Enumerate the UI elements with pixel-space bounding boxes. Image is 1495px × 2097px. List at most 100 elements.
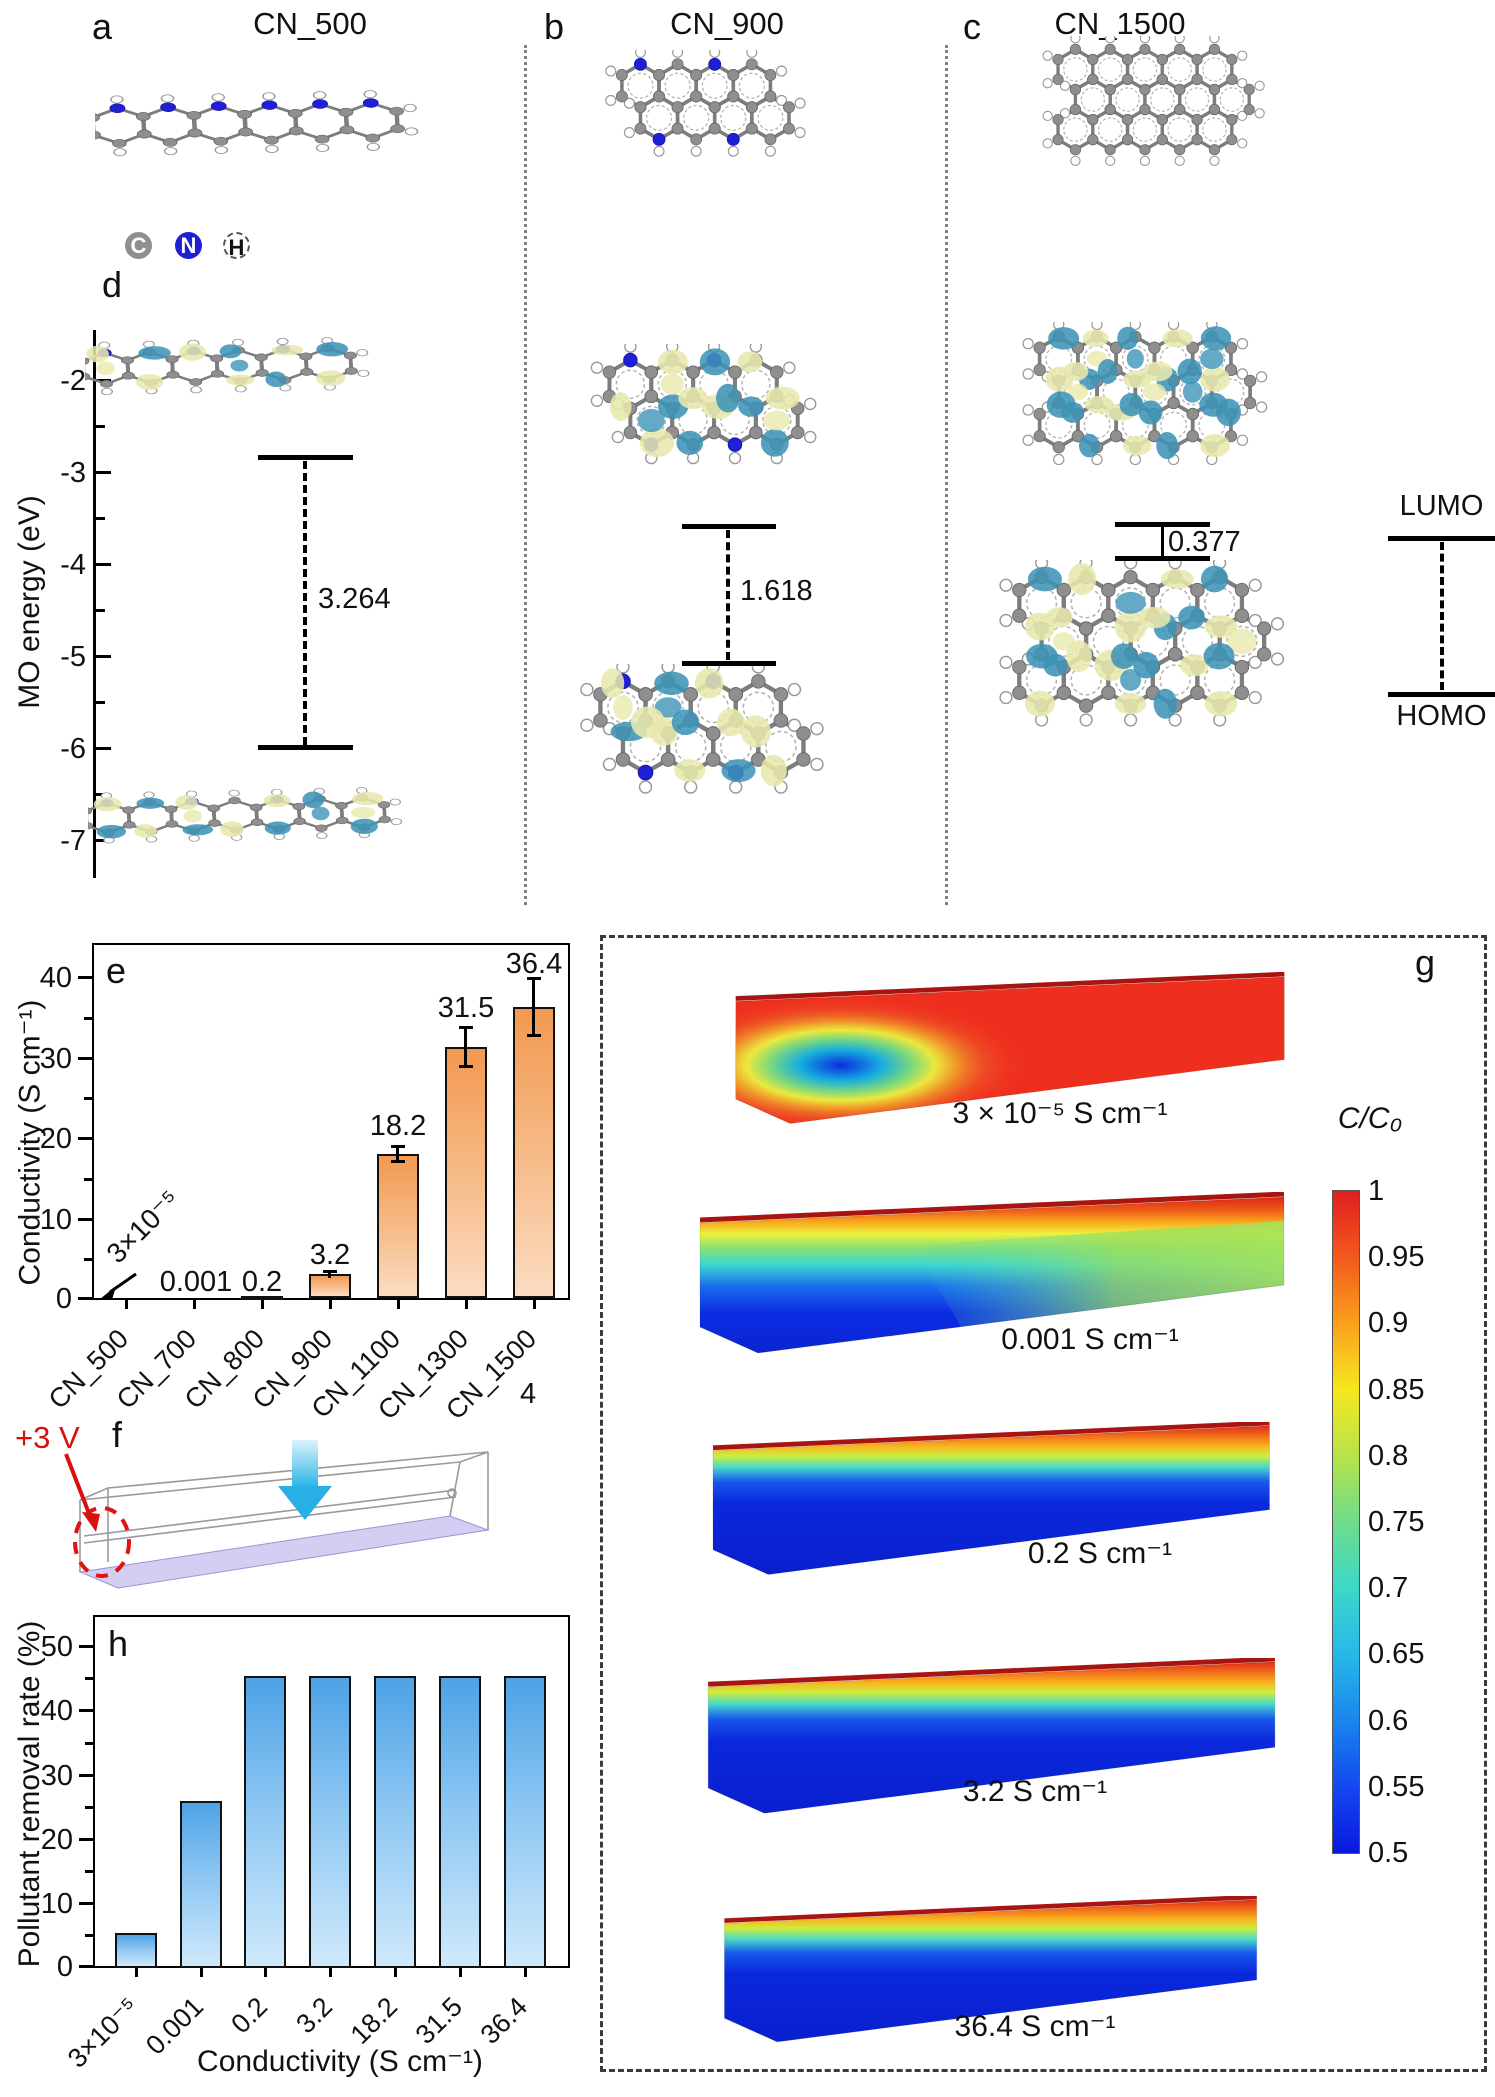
voltage-arrowhead-icon xyxy=(82,1512,100,1532)
mo-tick xyxy=(96,655,111,658)
cn1500-homo-level xyxy=(1115,556,1210,561)
e-value-cn700: 0.001 xyxy=(159,1266,233,1298)
e-xtick-mark xyxy=(261,1300,264,1309)
cn500-homo-level xyxy=(258,745,353,750)
mo-tick xyxy=(96,747,111,750)
e-xtick-mark xyxy=(397,1300,400,1309)
e-value-cn900: 3.2 xyxy=(309,1239,351,1271)
h-xtick-mark xyxy=(524,1968,527,1977)
e-xtick-mark xyxy=(329,1300,332,1309)
orbital-cn1500-homo xyxy=(999,560,1285,727)
panel-h-label: h xyxy=(108,1623,129,1664)
colorbar-tick: 0.55 xyxy=(1368,1771,1425,1803)
cn900-gap-connector xyxy=(726,530,730,660)
colorbar-tick: 0.7 xyxy=(1368,1572,1409,1604)
e-bar-cn1100 xyxy=(377,1154,419,1298)
contour-plot-2 xyxy=(699,1192,1285,1354)
cn900-lumo-level xyxy=(682,524,776,529)
e-errorbar xyxy=(328,1271,331,1278)
panel-b-title: CN_900 xyxy=(670,6,784,41)
e-xtick-mark xyxy=(125,1300,128,1309)
h-xtick-mark xyxy=(394,1968,397,1977)
e-ytick-mark xyxy=(78,1297,92,1300)
h-minor-tick xyxy=(85,1677,93,1680)
cn500-lumo-level xyxy=(258,455,353,460)
colorbar-tick: 0.65 xyxy=(1368,1638,1425,1670)
e-minor-tick xyxy=(84,1097,92,1100)
legend-hydrogen-icon: H xyxy=(223,232,250,260)
h-ytick-mark xyxy=(79,1709,93,1712)
chart-e-frame xyxy=(92,943,570,1300)
colorbar xyxy=(1332,1190,1360,1854)
e-errorbar-cap xyxy=(459,1065,473,1068)
cn1500-gap-value: 0.377 xyxy=(1168,526,1241,558)
legend-carbon-icon: C xyxy=(125,232,152,259)
e-ytick: 40 xyxy=(39,962,72,994)
e-errorbar-cap xyxy=(459,1026,473,1029)
e-errorbar xyxy=(464,1028,467,1067)
e-minor-tick xyxy=(84,1178,92,1181)
h-bar-1 xyxy=(115,1933,157,1968)
h-ytick-mark xyxy=(79,1838,93,1841)
h-bar-5 xyxy=(374,1676,416,1968)
e-minor-tick xyxy=(84,1258,92,1261)
device-schematic xyxy=(64,1440,490,1589)
colorbar-title: C/C₀ xyxy=(1337,1102,1403,1135)
e-errorbar-cap xyxy=(527,977,541,980)
contour-label-2: 0.001 S cm⁻¹ xyxy=(1001,1323,1179,1356)
e-errorbar-cap xyxy=(391,1145,405,1148)
e-ytick: 0 xyxy=(55,1283,72,1315)
h-ytick: 50 xyxy=(40,1631,73,1663)
e-errorbar-cap xyxy=(527,1034,541,1037)
contour-plot-3 xyxy=(712,1422,1270,1575)
h-bar-4 xyxy=(309,1676,351,1968)
orbital-cn500-lumo xyxy=(85,336,370,396)
homo-level xyxy=(1388,692,1495,697)
electrode-highlight-icon xyxy=(73,1506,131,1578)
e-errorbar xyxy=(396,1147,399,1162)
mo-energy-axis xyxy=(93,330,96,878)
orbital-cn500-homo xyxy=(88,787,403,844)
colorbar-tick: 1 xyxy=(1368,1175,1385,1207)
flow-arrow-head-icon xyxy=(278,1486,332,1520)
e-bar-cn800 xyxy=(241,1296,283,1300)
e-errorbar xyxy=(532,979,535,1036)
panel-f-label: f xyxy=(112,1414,123,1455)
h-xtick-mark xyxy=(200,1968,203,1977)
orbital-cn1500-lumo xyxy=(1022,322,1268,466)
h-bar-2 xyxy=(180,1801,222,1968)
separator-bc xyxy=(945,45,948,905)
mo-tick xyxy=(96,471,111,474)
separator-ab xyxy=(524,45,527,905)
colorbar-tick: 0.85 xyxy=(1368,1374,1425,1406)
cn500-gap-value: 3.264 xyxy=(318,583,391,615)
h-minor-tick xyxy=(85,1806,93,1809)
h-xtick-mark xyxy=(329,1968,332,1977)
h-minor-tick xyxy=(85,1870,93,1873)
h-ytick-mark xyxy=(79,1965,93,1968)
contour-plot-5 xyxy=(723,1896,1258,2043)
homo-label: HOMO xyxy=(1396,700,1487,732)
panel-d-label: d xyxy=(102,264,123,305)
e-ytick: 10 xyxy=(39,1204,72,1236)
h-bar-6 xyxy=(439,1676,481,1968)
orbital-cn900-lumo xyxy=(590,344,817,465)
panel-a-label: a xyxy=(92,6,113,47)
e-xtick-mark xyxy=(533,1300,536,1309)
contour-label-4: 3.2 S cm⁻¹ xyxy=(962,1775,1108,1808)
colorbar-tick: 0.8 xyxy=(1368,1440,1409,1472)
e-ytick-mark xyxy=(78,1218,92,1221)
h-ytick-mark xyxy=(79,1902,93,1905)
mo-minor-tick xyxy=(96,517,105,520)
h-ytick: 30 xyxy=(40,1760,73,1792)
lumo-homo-connector xyxy=(1440,542,1444,690)
e-errorbar-cap xyxy=(323,1270,337,1273)
cn900-gap-value: 1.618 xyxy=(740,575,813,607)
flow-arrow-shaft-icon xyxy=(292,1440,318,1486)
colorbar-tick: 0.6 xyxy=(1368,1705,1409,1737)
mo-ytick: -7 xyxy=(60,825,86,857)
e-ytick-mark xyxy=(78,976,92,979)
h-ytick: 0 xyxy=(56,1951,73,1983)
panel-a-title: CN_500 xyxy=(253,6,367,41)
chart-h-xlabel: Conductivity (S cm⁻¹) xyxy=(197,2045,483,2078)
